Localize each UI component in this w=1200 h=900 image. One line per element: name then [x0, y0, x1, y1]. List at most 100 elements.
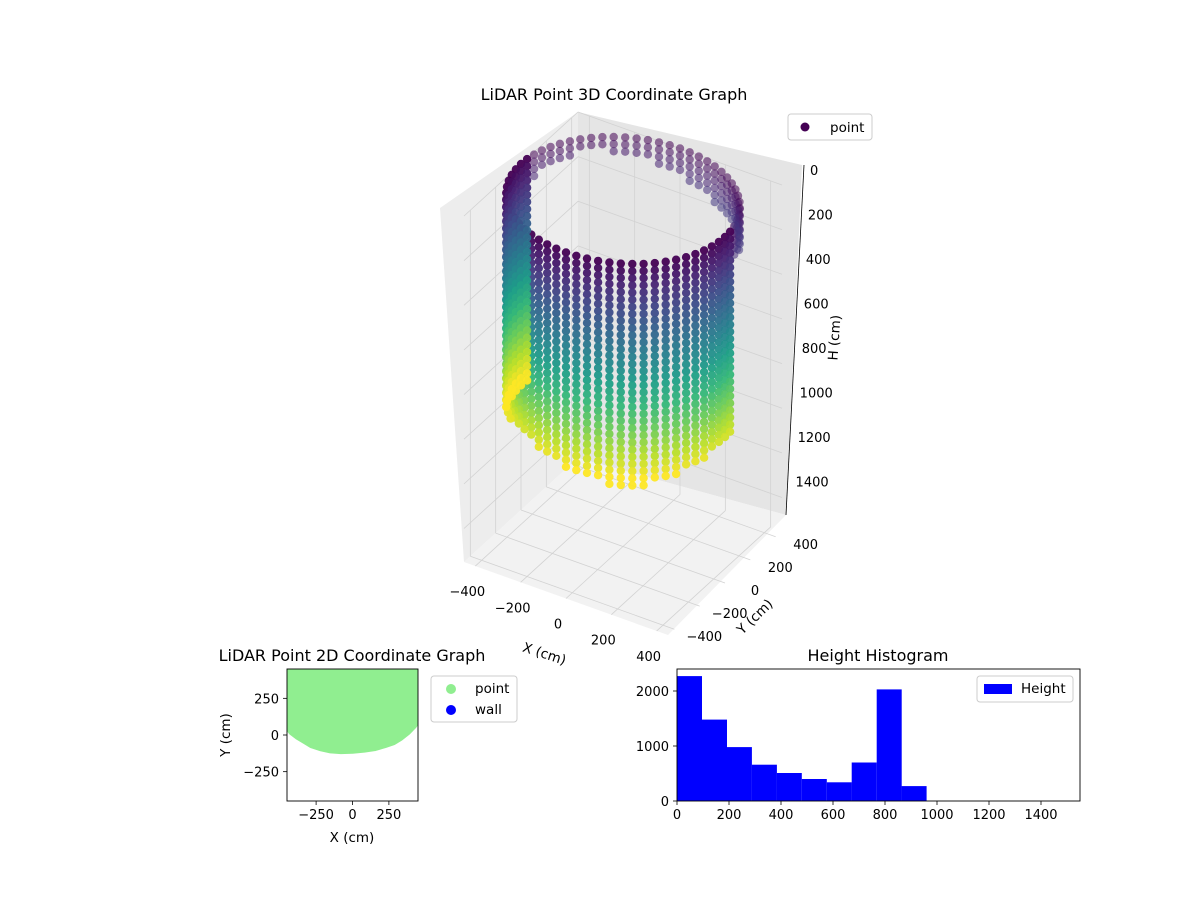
point-3d [543, 340, 552, 349]
point-3d [593, 278, 603, 287]
point-3d [699, 253, 709, 262]
point-3d [593, 292, 603, 301]
point-cloud-3d [502, 132, 744, 490]
point-3d [661, 386, 670, 395]
point-3d [681, 403, 691, 412]
point-3d [572, 287, 581, 296]
point-3d [582, 440, 592, 449]
point-3d [628, 295, 637, 304]
point-3d [671, 362, 681, 372]
point-3d [529, 171, 539, 181]
point-3d [605, 315, 614, 324]
point-3d [527, 416, 536, 425]
ticks-3d: −400−20002004004002000−200−4000200400600… [449, 164, 832, 665]
point-3d [543, 361, 552, 370]
point-3d [650, 294, 659, 303]
histogram-bar [677, 676, 702, 801]
point-3d [628, 331, 637, 340]
point-3d [565, 144, 575, 153]
point-3d [552, 380, 561, 389]
point-3d [621, 140, 630, 149]
point-3d [555, 146, 565, 156]
point-3d [714, 437, 724, 447]
point-3d [522, 276, 532, 285]
point-3d [593, 285, 603, 294]
point-3d [628, 367, 637, 376]
point-3d [593, 299, 603, 308]
point-3d [582, 404, 592, 413]
point-3d [605, 329, 614, 339]
point-3d [725, 420, 735, 429]
point-3d [561, 276, 571, 286]
point-3d [681, 395, 691, 405]
point-3d [725, 427, 735, 436]
point-3d [561, 262, 571, 271]
point-3d [707, 428, 717, 437]
point-3d [628, 424, 637, 433]
point-3d [522, 262, 532, 271]
point-3d [534, 428, 543, 437]
point-3d [699, 360, 709, 369]
point-3d [725, 363, 735, 372]
point-3d [681, 410, 691, 419]
point-3d [725, 349, 735, 358]
point-3d [717, 181, 726, 191]
title-2d: LiDAR Point 2D Coordinate Graph [219, 646, 486, 665]
point-3d [639, 345, 648, 354]
point-3d [552, 280, 561, 289]
point-3d [639, 466, 648, 476]
point-3d [522, 154, 532, 164]
point-3d [681, 338, 691, 348]
point-3d [707, 420, 717, 430]
legend-2d-label-point: point [475, 681, 509, 697]
point-3d [605, 408, 614, 417]
point-3d [639, 388, 648, 397]
point-3d [650, 451, 659, 461]
histogram-bar [851, 762, 877, 801]
point-3d [671, 334, 681, 343]
point-3d [710, 197, 719, 207]
point-3d [561, 334, 571, 343]
point-3d [720, 432, 730, 442]
point-3d [650, 401, 659, 411]
point-3d [717, 196, 726, 205]
point-3d [534, 285, 543, 294]
point-3d [699, 339, 709, 348]
point-3d [582, 368, 592, 378]
zlabel-3d: H (cm) [825, 314, 844, 361]
point-3d [514, 419, 524, 428]
plot-2d: LiDAR Point 2D Coordinate Graph −250 0 250… [218, 646, 518, 846]
point-3d [661, 421, 670, 431]
point-3d [582, 340, 592, 349]
point-3d [661, 464, 670, 474]
point-3d [725, 313, 735, 322]
point-3d [572, 401, 581, 410]
point-3d [685, 162, 694, 171]
point-3d [725, 384, 735, 394]
pane-floor [464, 458, 786, 635]
point-3d [725, 277, 735, 286]
point-3d [552, 408, 561, 418]
point-3d [605, 322, 614, 331]
point-3d [681, 253, 691, 262]
point-3d [605, 279, 614, 289]
point-3d [534, 371, 543, 380]
point-3d [628, 288, 637, 297]
point-3d [650, 380, 659, 389]
point-3d [552, 244, 561, 253]
ticks-2d: −250 0 250 250 0 −250 [243, 692, 401, 823]
point-3d [628, 274, 637, 283]
point-3d [534, 314, 543, 323]
point-3d [572, 258, 581, 268]
point-3d [671, 291, 681, 300]
point-3d [725, 341, 735, 351]
point-3d [561, 434, 571, 443]
point-3d [731, 221, 740, 230]
point-3d [650, 444, 659, 453]
point-3d [552, 423, 561, 432]
point-3d [543, 333, 552, 342]
point-3d [534, 299, 543, 309]
point-3d [671, 369, 681, 379]
point-3d [572, 323, 581, 332]
point-3d [552, 251, 561, 260]
